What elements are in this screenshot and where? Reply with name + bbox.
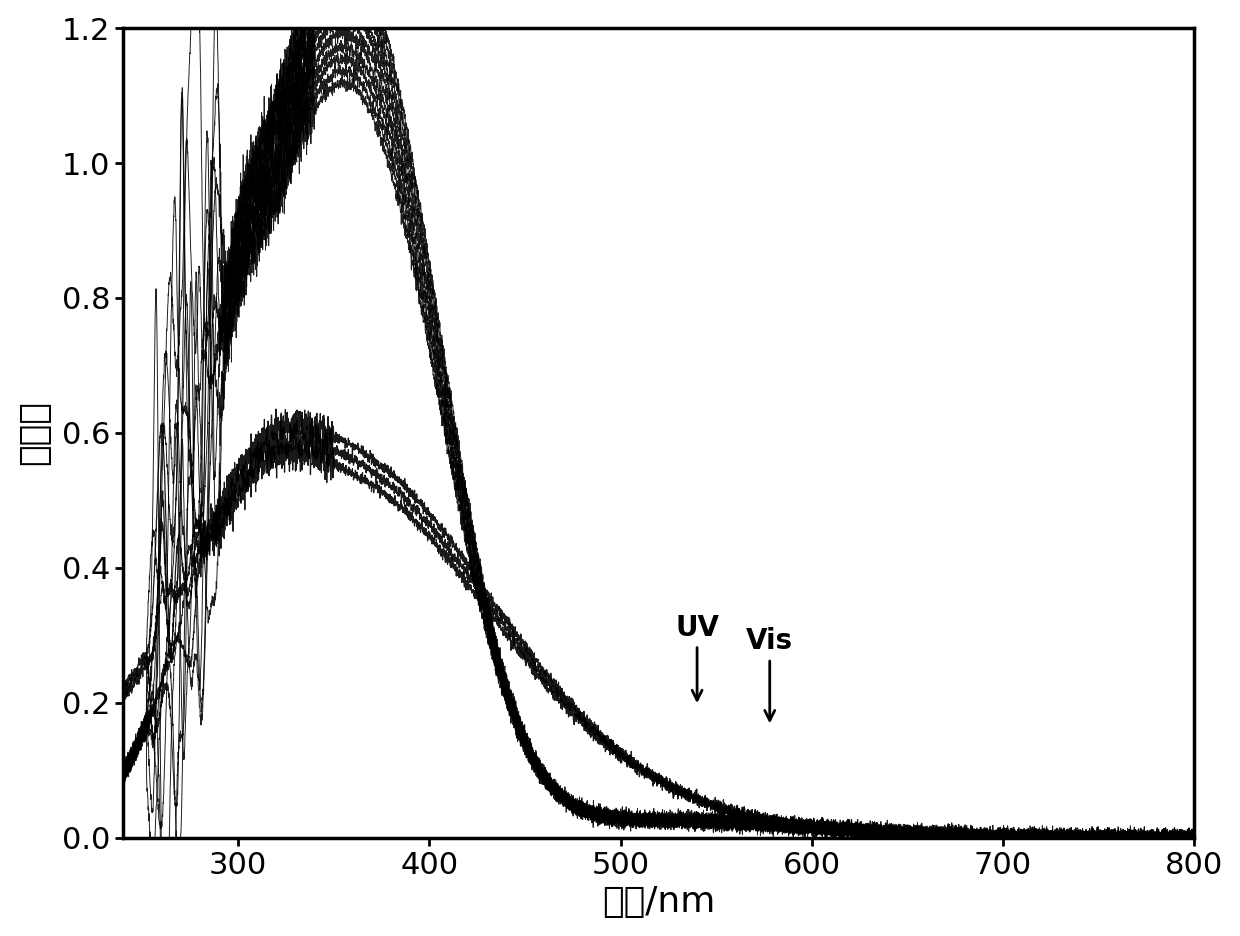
Y-axis label: 吸光度: 吸光度 (16, 401, 51, 465)
Text: UV: UV (675, 614, 719, 700)
X-axis label: 波长/nm: 波长/nm (603, 885, 715, 919)
Text: Vis: Vis (746, 627, 794, 721)
